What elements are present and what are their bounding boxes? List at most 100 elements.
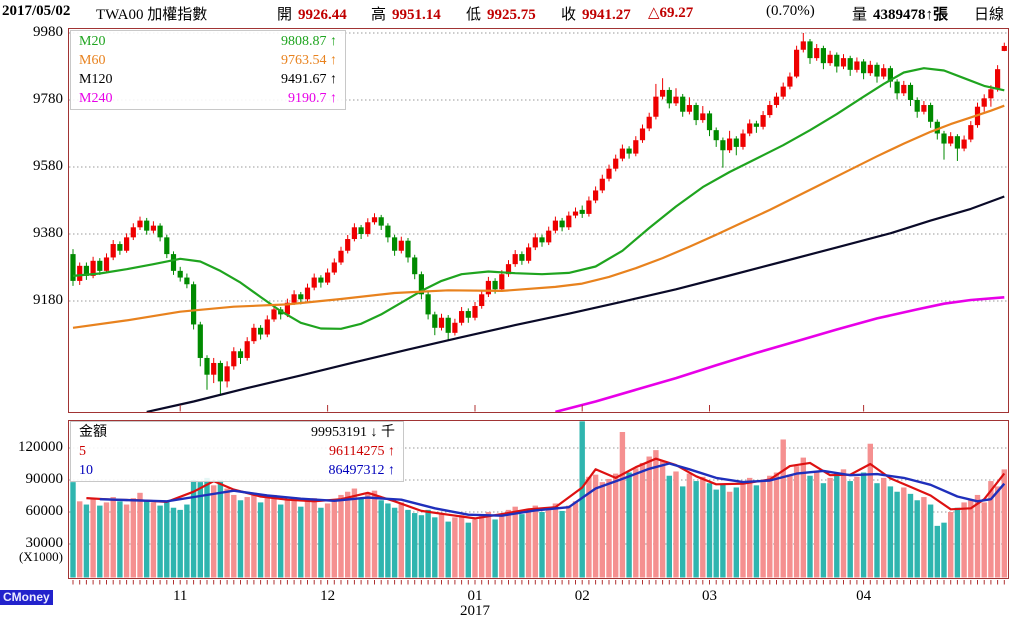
candle-up <box>988 89 994 99</box>
volume-bar-down <box>894 491 900 578</box>
volume-bar-up <box>150 502 157 578</box>
candle-up <box>325 272 331 283</box>
volume-bar-down <box>70 482 76 578</box>
close-quote: 收 9941.27 <box>561 3 631 24</box>
volume-bar-up <box>814 471 820 578</box>
volume-bar-up <box>948 512 954 578</box>
candle-up <box>137 220 143 228</box>
candle-down <box>539 237 545 243</box>
volume-chart-border <box>68 420 1009 579</box>
high-value: 9951.14 <box>392 7 441 23</box>
volume-bar-up <box>438 514 445 578</box>
volume-bar-down <box>579 421 585 578</box>
volume-bar-up <box>224 488 230 578</box>
ma-legend-row: M60 9763.54 ↑ <box>71 51 345 70</box>
quote-date: 2017/05/02 <box>2 3 71 19</box>
month-label: 12 <box>320 588 336 604</box>
volume-bar-down <box>927 504 934 578</box>
candle-up <box>901 84 907 94</box>
candle-up <box>606 168 612 179</box>
volume-bar-down <box>83 504 90 578</box>
volume-bar-up <box>740 482 746 578</box>
candle-up <box>867 64 873 74</box>
volume-bar-down <box>418 515 425 578</box>
candle-down <box>834 54 840 67</box>
candle-down <box>820 48 826 64</box>
candle-down <box>894 81 900 94</box>
volume-bar-up <box>371 490 378 578</box>
candle-down <box>164 237 170 255</box>
candle-up <box>881 68 887 77</box>
volume-bar-down <box>164 501 170 578</box>
volume-bar-down <box>425 509 431 578</box>
candle-up <box>1001 45 1007 51</box>
candle-up <box>459 311 465 323</box>
volume-bar-up <box>599 482 605 578</box>
candle-down <box>184 277 190 285</box>
candle-down <box>392 237 398 251</box>
volume-bar-up <box>211 485 217 578</box>
candle-up <box>787 76 793 87</box>
volume-bar-up <box>572 501 579 578</box>
candle-up <box>639 128 646 141</box>
volume-y-tick-label: 90000 <box>25 471 64 487</box>
volume-bar-up <box>881 477 887 578</box>
candle-down <box>385 225 391 238</box>
volume-unit-label: (X1000) <box>18 549 63 564</box>
candle-down <box>720 140 726 151</box>
volume-bar-down <box>358 498 364 578</box>
candle-down <box>70 254 76 281</box>
month-label: 11 <box>172 588 188 604</box>
volume-bar-up <box>552 503 559 578</box>
volume-bar-up <box>485 512 492 578</box>
period-label: 日線 <box>974 7 1005 23</box>
candle-up <box>345 239 351 251</box>
candle-down <box>626 148 632 154</box>
volume-legend-row: 10 86497312 ↑ <box>71 461 403 480</box>
volume-bar-down <box>378 500 384 578</box>
volume-bar-down <box>753 485 760 578</box>
volume-bar-up <box>77 501 83 578</box>
candle-up <box>613 158 619 169</box>
volume-legend-row: 5 96114275 ↑ <box>71 442 403 461</box>
volume-bar-down <box>237 500 244 578</box>
candle-down <box>492 280 498 290</box>
volume-bar-down <box>914 500 920 578</box>
candle-up <box>800 41 806 50</box>
volume-legend-label: 5 <box>79 444 86 459</box>
main-price-chart[interactable] <box>68 28 1009 413</box>
candle-up <box>646 116 652 129</box>
high-quote: 高 9951.14 <box>371 3 441 24</box>
candle-down <box>733 138 739 147</box>
candle-down <box>706 113 713 131</box>
volume-bar-up <box>586 476 592 578</box>
volume-bar-up <box>726 491 733 578</box>
candle-up <box>827 54 833 64</box>
candle-up <box>124 237 130 251</box>
candle-up <box>526 247 532 261</box>
volume-bar-down <box>190 480 197 578</box>
volume-bar-down <box>807 475 813 578</box>
candle-up <box>224 366 230 382</box>
candle-up <box>995 69 1001 90</box>
volume-bar-up <box>284 500 291 578</box>
volume-bar-down <box>847 481 853 578</box>
volume-bar-down <box>934 525 940 578</box>
volume-bar-up <box>780 439 786 578</box>
volume-bar-down <box>144 500 150 578</box>
candle-down <box>928 105 934 122</box>
volume-bar-up <box>646 456 652 578</box>
candle-up <box>284 302 290 315</box>
volume-bar-up <box>532 505 538 578</box>
volume-chart[interactable] <box>68 420 1009 587</box>
candle-up <box>773 96 780 106</box>
candle-up <box>747 123 753 134</box>
volume-bar-up <box>592 474 599 578</box>
candle-up <box>371 217 378 223</box>
volume-bar-down <box>177 509 183 578</box>
quote-header: 2017/05/02 TWA00 加權指數 開 9926.44 高 9951.14 … <box>0 0 1011 26</box>
low-value: 9925.75 <box>487 7 536 23</box>
candle-up <box>244 341 250 358</box>
year-label: 2017 <box>460 603 490 619</box>
volume-bar-down <box>298 506 304 578</box>
